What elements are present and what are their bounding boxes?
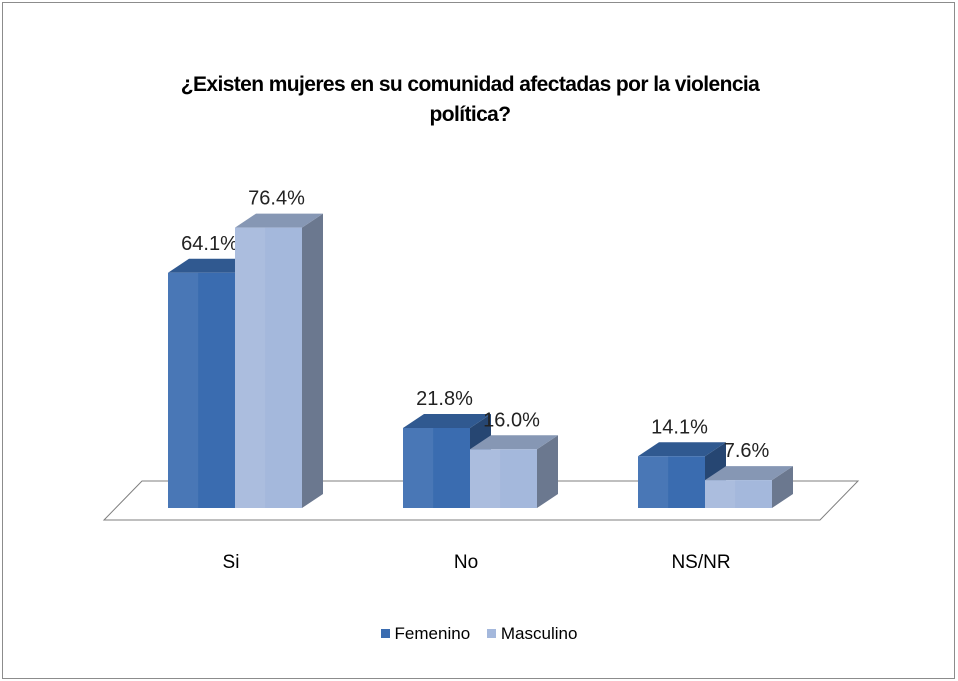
bar-femenino-no bbox=[403, 427, 470, 508]
bar-femenino-nsnr bbox=[638, 456, 705, 508]
bar-shine-masculino-nsnr bbox=[705, 480, 736, 508]
bar-top-femenino-no bbox=[403, 413, 491, 428]
bar-masculino-no bbox=[470, 449, 537, 508]
bar-top-femenino-nsnr bbox=[638, 442, 726, 457]
bar-top-femenino-si bbox=[168, 258, 256, 273]
data-label-femenino-nsnr: 14.1% bbox=[651, 416, 708, 438]
bar-shine-masculino-no bbox=[470, 449, 501, 508]
legend-item-masculino: Masculino bbox=[486, 624, 578, 644]
bar-femenino-si bbox=[168, 272, 235, 508]
chart-title: ¿Existen mujeres en su comunidad afectad… bbox=[100, 70, 840, 130]
bar-side-masculino-no bbox=[537, 435, 558, 508]
bar-masculino-nsnr bbox=[705, 480, 772, 508]
category-label-si: Si bbox=[223, 552, 240, 573]
category-label-nsnr: NS/NR bbox=[671, 552, 730, 573]
bar-top-masculino-nsnr bbox=[705, 466, 793, 481]
bar-shine-femenino-nsnr bbox=[638, 456, 669, 508]
bar-shine-masculino-si bbox=[235, 227, 266, 508]
bar-shine-femenino-si bbox=[168, 272, 199, 508]
bar-shine-femenino-no bbox=[403, 427, 434, 508]
data-label-masculino-si: 76.4% bbox=[248, 188, 305, 210]
data-label-masculino-no: 16.0% bbox=[483, 409, 540, 431]
legend-label-masculino: Masculino bbox=[500, 624, 578, 643]
legend-swatch-masculino bbox=[486, 629, 496, 638]
data-label-masculino-nsnr: 7.6% bbox=[724, 440, 770, 462]
bar-side-masculino-si bbox=[302, 213, 323, 508]
chart-title-line-2: política? bbox=[429, 103, 512, 126]
bar-top-masculino-si bbox=[235, 213, 323, 228]
bar-top-masculino-no bbox=[470, 435, 558, 450]
category-label-no: No bbox=[454, 552, 478, 573]
chart-title-line-1: ¿Existen mujeres en su comunidad afectad… bbox=[180, 73, 760, 96]
chart-legend: Femenino Masculino bbox=[0, 624, 958, 644]
bar-masculino-si bbox=[235, 227, 302, 508]
legend-swatch-femenino bbox=[380, 629, 390, 638]
data-label-femenino-si: 64.1% bbox=[181, 233, 238, 255]
data-label-femenino-no: 21.8% bbox=[416, 388, 473, 410]
legend-item-femenino: Femenino bbox=[380, 624, 471, 644]
bar-side-masculino-nsnr bbox=[772, 466, 793, 508]
legend-label-femenino: Femenino bbox=[394, 624, 471, 643]
